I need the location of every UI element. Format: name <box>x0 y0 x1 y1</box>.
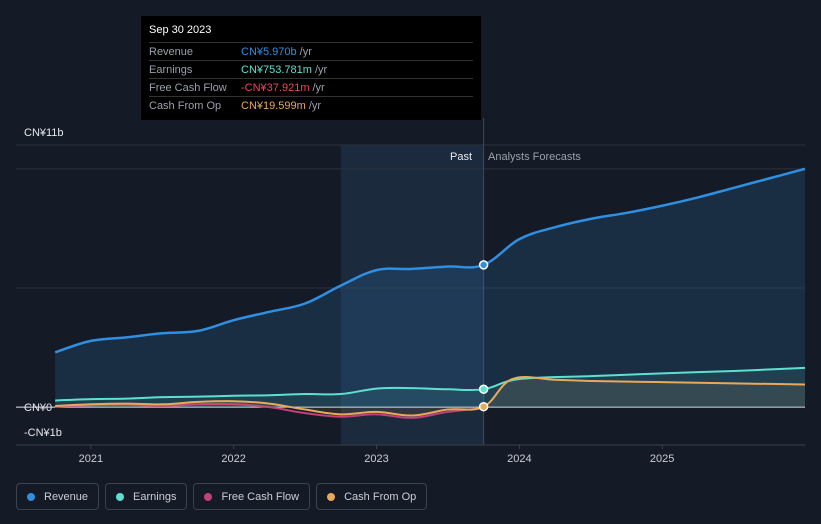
tooltip-value: CN¥5.970b <box>241 45 297 58</box>
legend-item-cash-from-op[interactable]: Cash From Op <box>316 483 428 510</box>
forecast-label: Analysts Forecasts <box>488 151 581 163</box>
tooltip-row-earnings: Earnings CN¥753.781m /yr <box>149 60 473 78</box>
tooltip-date: Sep 30 2023 <box>149 24 212 36</box>
tooltip-unit: /yr <box>312 81 325 94</box>
legend-dot-icon <box>27 492 35 501</box>
legend: Revenue Earnings Free Cash Flow Cash Fro… <box>16 483 428 510</box>
series-layer <box>54 167 806 419</box>
marker-revenue <box>478 260 489 270</box>
markers <box>478 260 489 412</box>
x-tick-label: 2022 <box>221 453 245 465</box>
tooltip-row-cash-from-op: Cash From Op CN¥19.599m /yr <box>149 96 473 114</box>
y-tick-label-zero: CN¥0 <box>24 402 52 414</box>
legend-dot-icon <box>204 492 213 501</box>
x-tick-label: 2025 <box>650 453 674 465</box>
line-revenue <box>54 167 806 354</box>
tooltip-value: -CN¥37.921m <box>241 81 310 94</box>
legend-label: Cash From Op <box>344 490 417 503</box>
area-earnings <box>55 367 806 408</box>
tooltip-unit: /yr <box>314 63 328 76</box>
legend-item-free-cash-flow[interactable]: Free Cash Flow <box>193 483 311 510</box>
area-cash-from-op <box>55 376 806 416</box>
y-tick-label-bottom: -CN¥1b <box>24 427 62 439</box>
axes: CN¥11b CN¥0 -CN¥1b Past Analysts Forecas… <box>24 127 674 465</box>
line-free-cash-flow <box>55 403 484 419</box>
tooltip-row-free-cash-flow: Free Cash Flow -CN¥37.921m /yr <box>149 78 473 96</box>
legend-dot-icon <box>327 492 336 501</box>
marker-earnings <box>478 384 489 394</box>
line-earnings <box>55 366 806 402</box>
tooltip-unit: /yr <box>299 45 312 58</box>
y-tick-label-top: CN¥11b <box>24 127 64 139</box>
tooltip-value: CN¥19.599m <box>241 99 306 112</box>
tooltip-unit: /yr <box>308 99 322 112</box>
chart-background <box>340 145 484 445</box>
tooltip-label: Earnings <box>149 63 193 76</box>
x-tick-label: 2023 <box>364 453 388 465</box>
tooltip-label: Free Cash Flow <box>149 81 227 94</box>
tooltip-label: Revenue <box>149 45 194 58</box>
legend-item-earnings[interactable]: Earnings <box>105 483 188 510</box>
legend-dot-icon <box>116 492 125 501</box>
legend-label: Earnings <box>133 490 177 503</box>
tooltip-row-revenue: Revenue CN¥5.970b /yr <box>149 42 473 60</box>
x-tick-label: 2021 <box>79 453 103 465</box>
legend-item-revenue[interactable]: Revenue <box>16 483 100 510</box>
tooltip: Sep 30 2023 Revenue CN¥5.970b /yr Earnin… <box>141 16 481 120</box>
tooltip-label: Cash From Op <box>149 99 222 112</box>
x-tick-label: 2024 <box>507 453 531 465</box>
marker-cash-from-op <box>478 401 489 412</box>
line-cash-from-op <box>55 376 806 417</box>
past-label: Past <box>450 151 472 163</box>
past-highlight-region <box>340 145 484 445</box>
gridlines <box>16 118 805 446</box>
area-revenue <box>55 168 806 408</box>
legend-label: Revenue <box>44 490 89 503</box>
legend-label: Free Cash Flow <box>221 490 300 503</box>
tooltip-value: CN¥753.781m <box>241 63 312 76</box>
